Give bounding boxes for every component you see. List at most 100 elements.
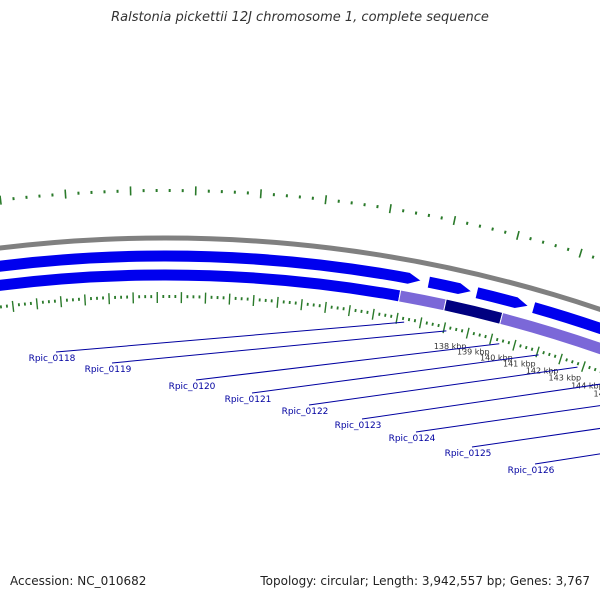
- inner-tick: [401, 316, 405, 321]
- inner-tick: [35, 298, 39, 310]
- gene-leader-line: [308, 366, 578, 406]
- inner-tick: [228, 293, 231, 305]
- inner-tick: [576, 361, 580, 366]
- gene-labels: Rpic_0118 Rpic_0119 Rpic_0120 Rpic_0121 Rpic…: [29, 321, 600, 476]
- outer-tick: [259, 189, 262, 199]
- gene-label: Rpic_0126: [508, 466, 555, 476]
- inner-tick: [465, 327, 470, 339]
- kbp-label: 145 kbp: [594, 389, 600, 398]
- gene-arrow: [474, 286, 530, 310]
- gene-label: Rpic_0123: [335, 421, 382, 431]
- inner-tick: [542, 350, 545, 355]
- kbp-label: 144 kbp: [571, 381, 600, 390]
- gene-label: Rpic_0124: [389, 434, 436, 444]
- inner-tick: [593, 367, 597, 372]
- reverse-gene-track: [0, 268, 600, 356]
- gene-band: [0, 268, 402, 303]
- inner-tick: [484, 334, 487, 339]
- inner-tick: [495, 337, 499, 342]
- outer-tick: [503, 230, 507, 234]
- gene-arrow: [0, 249, 423, 285]
- outer-tick: [591, 255, 595, 259]
- inner-tick: [524, 345, 528, 350]
- inner-tick: [407, 317, 411, 322]
- kbp-label: 139 kbp: [457, 347, 490, 356]
- outer-tick: [388, 204, 392, 214]
- gene-leader-line: [195, 343, 500, 381]
- inner-tick: [558, 353, 563, 365]
- gene-band: [397, 289, 447, 312]
- inner-tick: [472, 331, 476, 336]
- inner-tick: [276, 296, 279, 308]
- inner-tick: [413, 319, 417, 323]
- outer-tick: [440, 216, 443, 220]
- kbp-label: 138 kbp: [434, 342, 467, 351]
- inner-tick: [501, 339, 505, 343]
- inner-tick: [347, 305, 351, 317]
- outer-tick: [465, 221, 469, 225]
- backbone-ring: [0, 235, 600, 313]
- inner-tick: [324, 301, 327, 313]
- gene-leader-line: [251, 354, 539, 394]
- inner-tick: [11, 300, 15, 312]
- map-title: Ralstonia pickettii 12J chromosome 1, co…: [111, 10, 489, 25]
- gene-leader-line: [361, 383, 600, 420]
- inner-tick: [371, 308, 375, 320]
- inner-tick: [548, 352, 551, 357]
- kbp-label: 140 kbp: [480, 353, 513, 362]
- inner-tick: [418, 317, 423, 329]
- inner-tick: [59, 296, 63, 308]
- gene-leader-line: [534, 453, 600, 465]
- inner-tick: [553, 354, 557, 358]
- gene-label: Rpic_0125: [445, 449, 492, 459]
- inner-tick: [478, 333, 481, 337]
- outer-tick: [478, 224, 482, 228]
- inner-tick: [565, 358, 568, 362]
- inner-tick: [460, 329, 464, 333]
- inner-tick: [455, 327, 458, 332]
- inner-tick: [571, 360, 574, 364]
- outer-tick-ring: [0, 186, 595, 259]
- inner-tick: [252, 294, 255, 307]
- outer-tick: [491, 227, 494, 231]
- inner-tick: [300, 299, 303, 311]
- gene-label: Rpic_0119: [85, 365, 132, 375]
- gene-label: Rpic_0121: [225, 395, 272, 405]
- outer-tick: [566, 247, 570, 252]
- outer-tick: [578, 248, 583, 258]
- accession-label: Accession: NC_010682: [10, 574, 147, 588]
- outer-tick: [541, 240, 545, 244]
- backbone-line: [0, 235, 600, 313]
- inner-tick: [384, 313, 387, 317]
- gene-label: Rpic_0118: [29, 354, 76, 364]
- inner-tick: [390, 314, 393, 318]
- inner-tick: [395, 312, 399, 324]
- inner-tick: [588, 365, 591, 370]
- inner-tick: [581, 361, 586, 372]
- gene-label: Rpic_0120: [169, 382, 216, 392]
- inner-tick: [425, 321, 428, 325]
- outer-tick: [401, 209, 405, 213]
- gene-leader-line: [111, 330, 447, 364]
- outer-tick: [516, 230, 520, 240]
- kbp-label: 141 kbp: [503, 360, 536, 369]
- inner-tick: [437, 323, 440, 328]
- kbp-label: 143 kbp: [549, 374, 582, 383]
- inner-tick: [507, 340, 511, 345]
- gene-leader-line: [415, 405, 600, 433]
- gene-band: [499, 311, 600, 356]
- forward-gene-track: [0, 249, 600, 336]
- kbp-label: 142 kbp: [526, 366, 559, 375]
- outer-tick: [64, 189, 67, 199]
- gene-arrow: [426, 275, 474, 295]
- gene-arrow: [530, 301, 600, 336]
- sequence-stats: Topology: circular; Length: 3,942,557 bp…: [260, 574, 590, 588]
- outer-tick: [0, 195, 2, 205]
- gene-leader-line: [55, 321, 405, 353]
- outer-tick: [414, 211, 418, 215]
- inner-tick: [489, 333, 494, 345]
- outer-tick: [452, 215, 457, 226]
- outer-tick: [427, 213, 431, 218]
